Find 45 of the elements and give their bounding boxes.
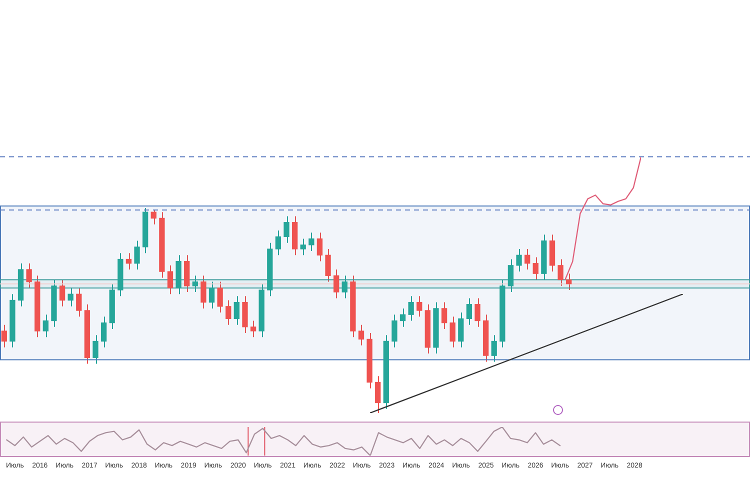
candlestick [566,273,572,290]
candlestick [516,248,522,272]
candlestick [42,314,49,338]
candlestick [26,262,32,288]
candlestick [68,287,74,307]
candlestick [217,281,223,314]
candlestick [532,256,538,280]
candlestick [450,316,456,348]
candlestick [76,287,82,318]
candlestick [226,300,232,326]
candlestick [558,258,564,286]
candlestick [134,240,140,270]
candlestick [275,230,282,256]
candlestick [316,232,323,262]
candlestick [408,296,414,322]
candlestick [400,308,406,328]
candlestick [100,316,107,348]
candlestick [300,238,306,256]
candlestick [284,216,290,244]
candlestick [466,298,472,326]
candlestick [250,320,256,338]
candlestick [342,275,348,299]
candlestick [333,269,340,299]
candlestick [208,281,215,309]
candlestick [92,334,98,364]
candlestick [491,334,497,362]
candlestick [234,296,240,326]
candlestick [524,248,530,270]
candlestick [192,275,198,293]
candlestick [200,275,206,309]
candlestick [458,312,464,348]
candlestick [1,324,7,348]
candlestick [126,252,132,270]
candlestick [358,324,364,346]
candlestick [308,232,314,252]
candlestick [375,376,381,414]
candlestick [325,248,331,282]
candlestick [416,296,422,318]
candlestick [392,314,398,348]
candlestick [59,279,66,307]
candlestick [508,258,514,293]
candlestick [150,210,156,225]
candlestick [441,302,448,330]
candlestick [474,298,480,328]
candlestick [167,264,174,295]
